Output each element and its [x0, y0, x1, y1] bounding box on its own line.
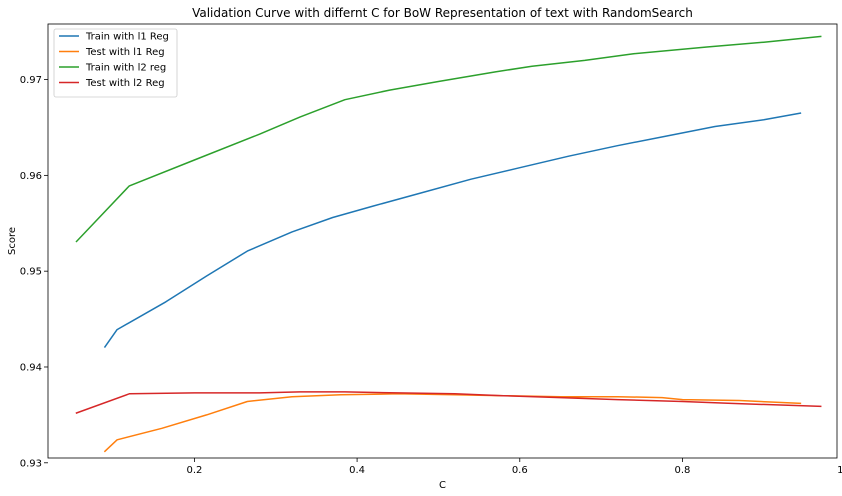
- y-tick-label: 0.93: [20, 458, 42, 469]
- y-axis-label: Score: [7, 227, 18, 255]
- x-axis-label: C: [439, 480, 446, 491]
- legend-label: Train with l2 reg: [85, 63, 166, 74]
- plot-area: [47, 23, 838, 459]
- x-tick-label: 0.6: [512, 465, 528, 476]
- legend-box: [53, 28, 178, 98]
- plot-frame: [47, 23, 838, 459]
- legend-label: Test with l1 Reg: [85, 47, 165, 58]
- x-tick-label: 0.2: [186, 465, 202, 476]
- x-tick-label: 0.4: [349, 465, 365, 476]
- y-tick-label: 0.97: [20, 75, 42, 86]
- series-line-4: [75, 391, 822, 414]
- x-tick-label: 0.8: [675, 465, 691, 476]
- legend-label: Train with l1 Reg: [85, 32, 169, 43]
- y-tick-label: 0.96: [20, 171, 42, 182]
- series-line-3: [75, 35, 822, 243]
- legend: Train with l1 Reg Test with l1 Reg Train w…: [53, 28, 178, 98]
- x-tick-label: 1.0: [837, 465, 842, 476]
- y-axis: 0.93 0.94 0.95 0.96 0.97: [20, 75, 48, 469]
- y-tick-label: 0.94: [20, 362, 42, 373]
- series-line-2: [103, 393, 802, 453]
- y-tick-label: 0.95: [20, 267, 42, 278]
- x-axis: 0.2 0.4 0.6 0.8 1.0: [186, 458, 842, 476]
- chart-title: Validation Curve with differnt C for BoW…: [192, 6, 693, 20]
- series-line-1: [103, 112, 802, 348]
- legend-label: Test with l2 Reg: [85, 78, 165, 89]
